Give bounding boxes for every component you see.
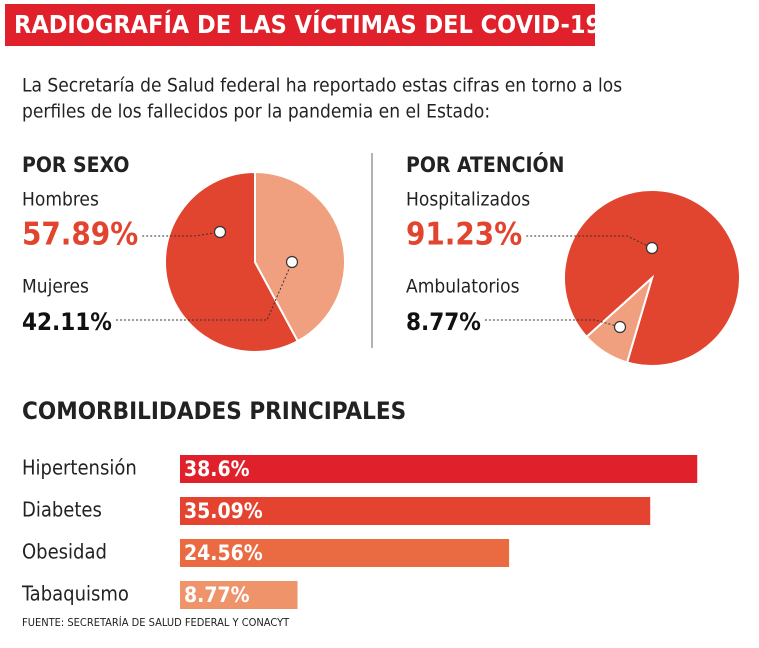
value-label: 91.23% (406, 217, 522, 253)
pie-slice (254, 170, 346, 343)
value-label: 8.77% (406, 308, 481, 336)
value-label: 24.56% (184, 541, 263, 565)
leader-line (526, 235, 653, 249)
value-label: 38.6% (184, 457, 250, 481)
category-label: Tabaquismo (21, 582, 129, 606)
source: FUENTE: SECRETARÍA DE SALUD FEDERAL Y CO… (22, 616, 290, 629)
value-label: 42.11% (22, 308, 112, 336)
category-label: Obesidad (22, 540, 107, 564)
pie-slice (164, 170, 300, 353)
marker-dot (213, 225, 227, 239)
marker-dot (613, 320, 627, 334)
leader-line (142, 231, 221, 237)
intro: La Secretaría de Salud federal ha report… (22, 75, 622, 97)
category-label: Hombres (22, 189, 99, 211)
bar (180, 539, 510, 567)
bar-title: COMORBILIDADES PRINCIPALES (22, 397, 406, 425)
category-label: Hospitalizados (406, 189, 530, 211)
marker-dot (645, 241, 659, 255)
bar (180, 455, 698, 483)
value-label: 57.89% (22, 217, 138, 253)
category-label: Diabetes (22, 498, 102, 522)
category-label: Hipertensión (22, 456, 137, 480)
category-label: Mujeres (22, 276, 89, 298)
leader-line (115, 261, 293, 321)
title-bar (5, 4, 595, 46)
category-label: Ambulatorios (406, 276, 520, 298)
title: RADIOGRAFÍA DE LAS VÍCTIMAS DEL COVID-19 (14, 10, 601, 39)
bar (180, 581, 298, 609)
bar (180, 497, 651, 525)
intro: perfiles de los fallecidos por la pandem… (22, 101, 490, 123)
pie-slice (585, 274, 654, 364)
value-label: 8.77% (184, 583, 250, 607)
marker-dot (285, 255, 299, 269)
pie-title: POR ATENCIÓN (406, 152, 564, 177)
pie-title: POR SEXO (22, 153, 129, 177)
value-label: 35.09% (184, 499, 263, 523)
leader-line (484, 319, 621, 328)
